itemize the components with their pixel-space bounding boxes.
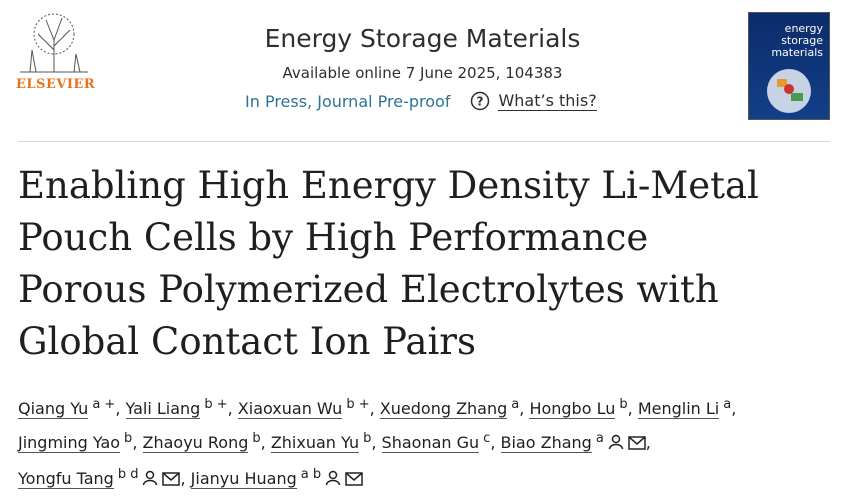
- elsevier-logo: [20, 13, 88, 73]
- journal-name[interactable]: Energy Storage Materials: [264, 24, 581, 53]
- author-name[interactable]: Jianyu Huang: [190, 469, 297, 489]
- author-name[interactable]: Shaonan Gu: [381, 433, 480, 453]
- author[interactable]: Xuedong Zhang a,: [379, 397, 525, 419]
- email-icon[interactable]: [345, 471, 363, 490]
- affiliation: a: [511, 397, 520, 412]
- author[interactable]: Jingming Yao b,: [18, 431, 138, 453]
- author-name[interactable]: Menglin Li: [637, 399, 720, 419]
- affiliation: c: [483, 431, 491, 446]
- author[interactable]: Biao Zhang a,: [500, 431, 651, 454]
- separator: ,: [731, 399, 737, 418]
- affiliation: b d: [117, 467, 139, 482]
- author-name[interactable]: Biao Zhang: [500, 433, 592, 453]
- separator: ,: [371, 433, 377, 452]
- author-name[interactable]: Hongbo Lu: [529, 399, 616, 419]
- help-link[interactable]: ? What’s this?: [470, 91, 597, 111]
- author-name[interactable]: Xiaoxuan Wu: [237, 399, 343, 419]
- author[interactable]: Yali Liang b +,: [125, 397, 233, 419]
- help-icon: ?: [471, 91, 490, 111]
- cover-text: energy: [784, 22, 823, 35]
- separator: ,: [260, 433, 266, 452]
- separator: ,: [490, 433, 496, 452]
- status-row: In Press, Journal Pre-proof ? What’s thi…: [245, 91, 597, 111]
- article-title: Enabling High Energy Density Li-Metal Po…: [18, 164, 759, 363]
- author[interactable]: Jianyu Huang a b: [190, 467, 363, 490]
- affiliation: a b: [300, 467, 322, 482]
- cover-text: storage: [781, 34, 823, 47]
- author-icon[interactable]: [325, 470, 341, 490]
- author[interactable]: Shaonan Gu c,: [381, 431, 496, 453]
- author[interactable]: Hongbo Lu b,: [529, 397, 633, 419]
- author-name[interactable]: Zhixuan Yu: [270, 433, 360, 453]
- author[interactable]: Zhaoyu Rong b,: [142, 431, 266, 453]
- separator: ,: [115, 399, 121, 418]
- author[interactable]: Qiang Yu a +,: [18, 397, 121, 419]
- author-name[interactable]: Qiang Yu: [18, 399, 89, 419]
- separator: ,: [627, 399, 633, 418]
- author[interactable]: Zhixuan Yu b,: [270, 431, 377, 453]
- affiliation: b +: [204, 397, 228, 412]
- publisher: ELSEVIER: [16, 77, 96, 92]
- separator: ,: [132, 433, 138, 452]
- affiliation: b: [363, 431, 372, 446]
- author-name[interactable]: Yali Liang: [125, 399, 201, 419]
- svg-text:?: ?: [477, 95, 484, 109]
- author-name[interactable]: Yongfu Tang: [18, 469, 114, 489]
- help-text[interactable]: What’s this?: [498, 91, 597, 111]
- affiliation: b +: [346, 397, 370, 412]
- affiliation: a: [723, 397, 732, 412]
- cover-art: [767, 69, 811, 113]
- availability: Available online 7 June 2025, 104383: [282, 64, 563, 82]
- separator: ,: [180, 469, 186, 488]
- author-name[interactable]: Zhaoyu Rong: [142, 433, 249, 453]
- separator: ,: [519, 399, 525, 418]
- cover-text: materials: [771, 46, 823, 59]
- affiliation: a: [595, 431, 604, 446]
- author-icon[interactable]: [608, 434, 624, 454]
- author[interactable]: Yongfu Tang b d,: [18, 467, 186, 490]
- author-name[interactable]: Jingming Yao: [18, 433, 121, 453]
- author[interactable]: Menglin Li a,: [637, 397, 737, 419]
- affiliation: a +: [92, 397, 116, 412]
- journal-cover[interactable]: energy storage materials: [748, 12, 830, 120]
- status-link[interactable]: In Press, Journal Pre-proof: [245, 91, 451, 111]
- email-icon[interactable]: [162, 471, 181, 490]
- affiliation: b: [124, 431, 133, 446]
- author[interactable]: Xiaoxuan Wu b +,: [237, 397, 375, 419]
- separator: ,: [645, 433, 651, 452]
- separator: ,: [227, 399, 233, 418]
- affiliation: b: [619, 397, 628, 412]
- author-name[interactable]: Xuedong Zhang: [379, 399, 508, 419]
- divider: [18, 141, 830, 142]
- affiliation: b: [252, 431, 261, 446]
- separator: ,: [369, 399, 375, 418]
- author-icon[interactable]: [142, 470, 158, 490]
- email-icon[interactable]: [628, 435, 646, 454]
- author-list: Qiang Yu a +, Yali Liang b +, Xiaoxuan Wu b…: [18, 390, 818, 496]
